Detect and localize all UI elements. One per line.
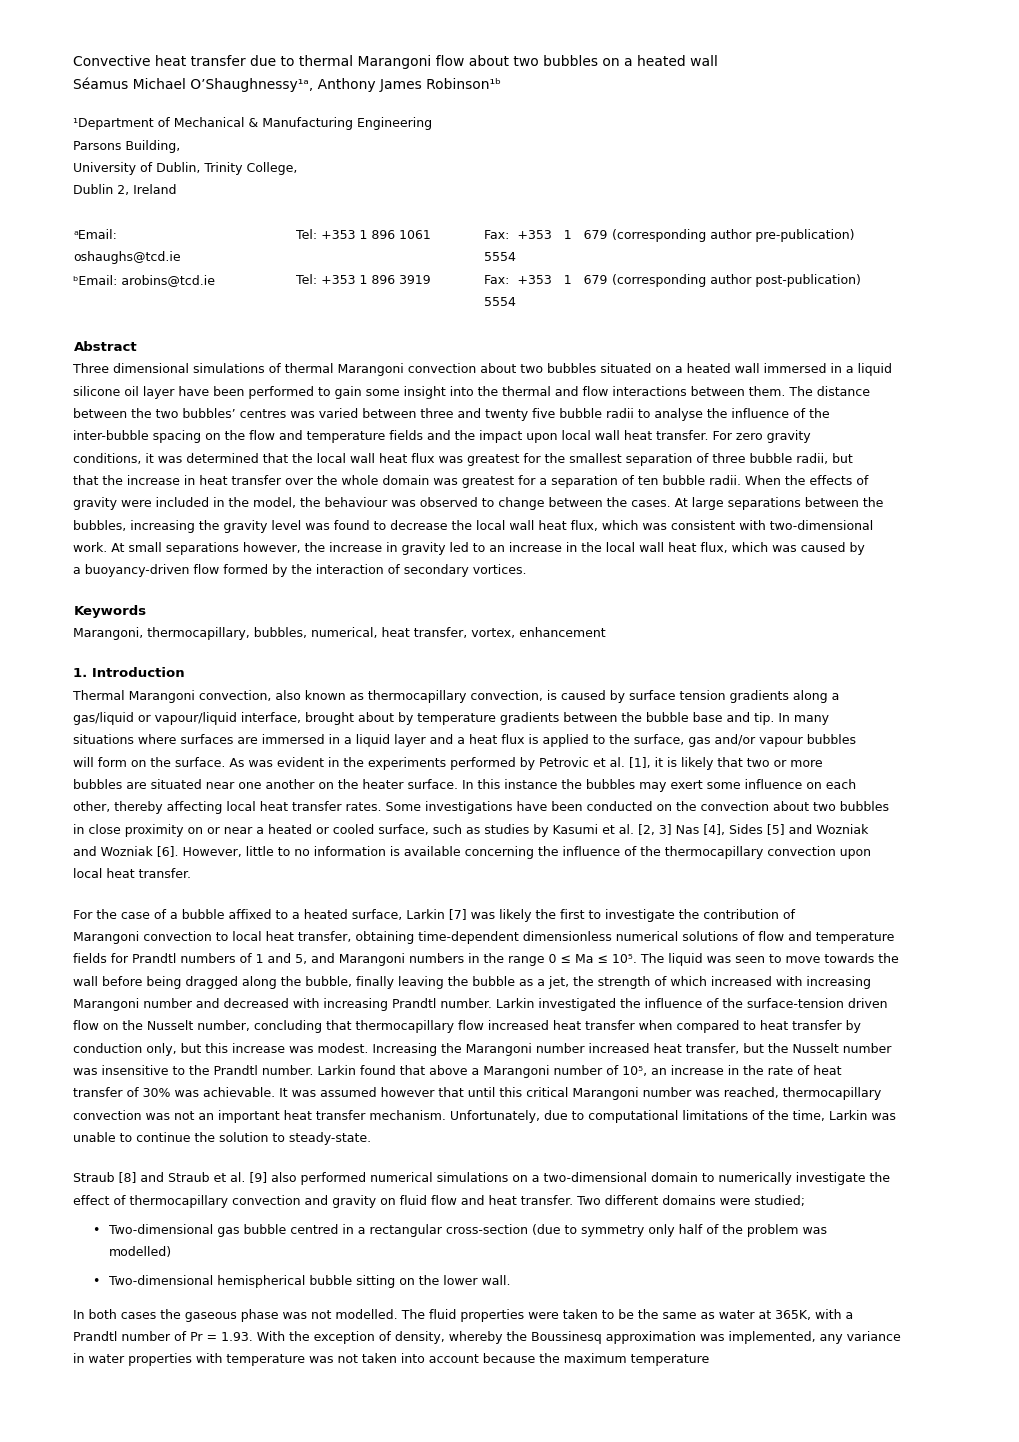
Text: gas/liquid or vapour/liquid interface, brought about by temperature gradients be: gas/liquid or vapour/liquid interface, b… — [73, 712, 828, 725]
Text: Prandtl number of Pr = 1.93. With the exception of density, whereby the Boussine: Prandtl number of Pr = 1.93. With the ex… — [73, 1331, 901, 1344]
Text: between the two bubbles’ centres was varied between three and twenty five bubble: between the two bubbles’ centres was var… — [73, 408, 829, 421]
Text: •: • — [92, 1275, 99, 1288]
Text: Dublin 2, Ireland: Dublin 2, Ireland — [73, 185, 176, 198]
Text: unable to continue the solution to steady-state.: unable to continue the solution to stead… — [73, 1132, 371, 1145]
Text: Parsons Building,: Parsons Building, — [73, 140, 180, 153]
Text: other, thereby affecting local heat transfer rates. Some investigations have bee: other, thereby affecting local heat tran… — [73, 802, 889, 815]
Text: Two-dimensional gas bubble centred in a rectangular cross-section (due to symmet: Two-dimensional gas bubble centred in a … — [109, 1224, 826, 1237]
Text: Séamus Michael O’Shaughnessy¹ᵃ, Anthony James Robinson¹ᵇ: Séamus Michael O’Shaughnessy¹ᵃ, Anthony … — [73, 76, 501, 92]
Text: •: • — [92, 1224, 99, 1237]
Text: transfer of 30% was achievable. It was assumed however that until this critical : transfer of 30% was achievable. It was a… — [73, 1087, 880, 1100]
Text: situations where surfaces are immersed in a liquid layer and a heat flux is appl: situations where surfaces are immersed i… — [73, 734, 856, 747]
Text: fields for Prandtl numbers of 1 and 5, and Marangoni numbers in the range 0 ≤ Ma: fields for Prandtl numbers of 1 and 5, a… — [73, 953, 899, 966]
Text: modelled): modelled) — [109, 1246, 172, 1259]
Text: and Wozniak [6]. However, little to no information is available concerning the i: and Wozniak [6]. However, little to no i… — [73, 846, 870, 859]
Text: inter-bubble spacing on the flow and temperature fields and the impact upon loca: inter-bubble spacing on the flow and tem… — [73, 430, 810, 443]
Text: wall before being dragged along the bubble, finally leaving the bubble as a jet,: wall before being dragged along the bubb… — [73, 976, 870, 989]
Text: For the case of a bubble affixed to a heated surface, Larkin [7] was likely the : For the case of a bubble affixed to a he… — [73, 908, 795, 921]
Text: Marangoni convection to local heat transfer, obtaining time-dependent dimensionl: Marangoni convection to local heat trans… — [73, 932, 894, 945]
Text: convection was not an important heat transfer mechanism. Unfortunately, due to c: convection was not an important heat tra… — [73, 1110, 896, 1123]
Text: in close proximity on or near a heated or cooled surface, such as studies by Kas: in close proximity on or near a heated o… — [73, 823, 868, 836]
Text: a buoyancy-driven flow formed by the interaction of secondary vortices.: a buoyancy-driven flow formed by the int… — [73, 564, 527, 577]
Text: University of Dublin, Trinity College,: University of Dublin, Trinity College, — [73, 162, 298, 174]
Text: flow on the Nusselt number, concluding that thermocapillary flow increased heat : flow on the Nusselt number, concluding t… — [73, 1021, 860, 1034]
Text: Thermal Marangoni convection, also known as thermocapillary convection, is cause: Thermal Marangoni convection, also known… — [73, 689, 839, 702]
Text: Straub [8] and Straub et al. [9] also performed numerical simulations on a two-d: Straub [8] and Straub et al. [9] also pe… — [73, 1172, 890, 1185]
Text: Tel: +353 1 896 3919: Tel: +353 1 896 3919 — [296, 274, 430, 287]
Text: ¹Department of Mechanical & Manufacturing Engineering: ¹Department of Mechanical & Manufacturin… — [73, 117, 432, 130]
Text: silicone oil layer have been performed to gain some insight into the thermal and: silicone oil layer have been performed t… — [73, 385, 869, 398]
Text: work. At small separations however, the increase in gravity led to an increase i: work. At small separations however, the … — [73, 542, 864, 555]
Text: Three dimensional simulations of thermal Marangoni convection about two bubbles : Three dimensional simulations of thermal… — [73, 363, 892, 376]
Text: conditions, it was determined that the local wall heat flux was greatest for the: conditions, it was determined that the l… — [73, 453, 852, 466]
Text: Keywords: Keywords — [73, 604, 147, 617]
Text: bubbles, increasing the gravity level was found to decrease the local wall heat : bubbles, increasing the gravity level wa… — [73, 519, 873, 532]
Text: conduction only, but this increase was modest. Increasing the Marangoni number i: conduction only, but this increase was m… — [73, 1043, 891, 1056]
Text: in water properties with temperature was not taken into account because the maxi: in water properties with temperature was… — [73, 1354, 709, 1367]
Text: will form on the surface. As was evident in the experiments performed by Petrovi: will form on the surface. As was evident… — [73, 757, 822, 770]
Text: that the increase in heat transfer over the whole domain was greatest for a sepa: that the increase in heat transfer over … — [73, 474, 868, 487]
Text: local heat transfer.: local heat transfer. — [73, 868, 192, 881]
Text: In both cases the gaseous phase was not modelled. The fluid properties were take: In both cases the gaseous phase was not … — [73, 1309, 853, 1322]
Text: Two-dimensional hemispherical bubble sitting on the lower wall.: Two-dimensional hemispherical bubble sit… — [109, 1275, 511, 1288]
Text: gravity were included in the model, the behaviour was observed to change between: gravity were included in the model, the … — [73, 497, 882, 510]
Text: 5554: 5554 — [484, 251, 516, 264]
Text: Fax:  +353   1   679: Fax: +353 1 679 — [484, 229, 607, 242]
Text: was insensitive to the Prandtl number. Larkin found that above a Marangoni numbe: was insensitive to the Prandtl number. L… — [73, 1066, 841, 1079]
Text: Abstract: Abstract — [73, 340, 137, 353]
Text: Convective heat transfer due to thermal Marangoni flow about two bubbles on a he: Convective heat transfer due to thermal … — [73, 55, 717, 69]
Text: Marangoni number and decreased with increasing Prandtl number. Larkin investigat: Marangoni number and decreased with incr… — [73, 998, 888, 1011]
Text: (corresponding author pre-publication): (corresponding author pre-publication) — [611, 229, 854, 242]
Text: Tel: +353 1 896 1061: Tel: +353 1 896 1061 — [296, 229, 430, 242]
Text: Fax:  +353   1   679: Fax: +353 1 679 — [484, 274, 607, 287]
Text: 5554: 5554 — [484, 296, 516, 309]
Text: oshaughs@tcd.ie: oshaughs@tcd.ie — [73, 251, 181, 264]
Text: ᵇEmail: arobins@tcd.ie: ᵇEmail: arobins@tcd.ie — [73, 274, 215, 287]
Text: 1. Introduction: 1. Introduction — [73, 668, 184, 681]
Text: ᵃEmail:: ᵃEmail: — [73, 229, 117, 242]
Text: (corresponding author post-publication): (corresponding author post-publication) — [611, 274, 860, 287]
Text: bubbles are situated near one another on the heater surface. In this instance th: bubbles are situated near one another on… — [73, 779, 856, 792]
Text: effect of thermocapillary convection and gravity on fluid flow and heat transfer: effect of thermocapillary convection and… — [73, 1194, 805, 1208]
Text: Marangoni, thermocapillary, bubbles, numerical, heat transfer, vortex, enhanceme: Marangoni, thermocapillary, bubbles, num… — [73, 627, 605, 640]
